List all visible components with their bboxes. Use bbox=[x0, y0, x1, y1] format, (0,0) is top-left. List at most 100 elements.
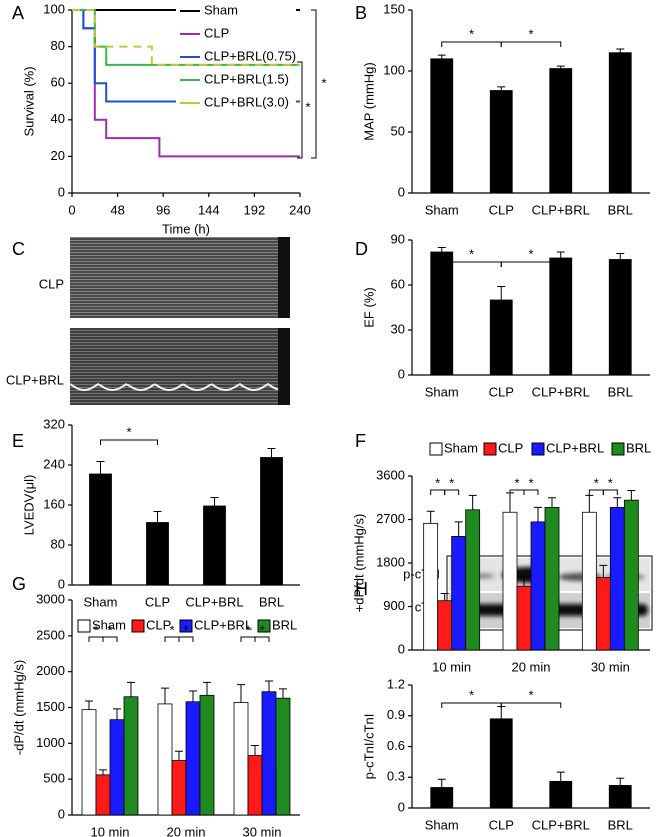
y-tick-label: 0 bbox=[398, 184, 405, 199]
y-tick-label: 60 bbox=[51, 75, 65, 90]
x-tick-label: 240 bbox=[289, 202, 311, 217]
x-tick-label: Sham bbox=[425, 817, 459, 832]
y-tick-label: 1000 bbox=[36, 735, 65, 750]
significance-bracket bbox=[602, 489, 618, 495]
x-tick-label: 30 min bbox=[242, 824, 281, 837]
bar bbox=[109, 719, 125, 816]
y-tick-label: 2000 bbox=[36, 663, 65, 678]
panel-letter: C bbox=[12, 239, 25, 259]
legend-bg bbox=[176, 49, 296, 65]
legend-label: CLP+BRL bbox=[546, 440, 604, 455]
x-tick-label: Sham bbox=[425, 384, 459, 399]
panel-letter: E bbox=[12, 431, 24, 451]
bar bbox=[623, 499, 639, 651]
y-tick-label: 100 bbox=[383, 62, 405, 77]
significance-bracket bbox=[523, 489, 539, 495]
error-bar bbox=[265, 680, 273, 692]
significance-bracket bbox=[500, 702, 562, 708]
x-tick-label: 10 min bbox=[90, 824, 129, 837]
bar bbox=[549, 257, 573, 376]
error-bar bbox=[161, 687, 169, 704]
x-tick-label: CLP+BRL bbox=[532, 202, 590, 217]
y-tick-label: 150 bbox=[383, 1, 405, 16]
y-tick-label: 80 bbox=[51, 536, 65, 551]
y-tick-label: 0.9 bbox=[387, 707, 405, 722]
error-bar bbox=[210, 497, 219, 506]
bar bbox=[233, 702, 249, 816]
error-bar bbox=[534, 506, 542, 522]
significance-bracket bbox=[240, 636, 256, 642]
error-bar bbox=[96, 461, 105, 474]
significance-star: * bbox=[449, 475, 454, 490]
bar bbox=[608, 52, 632, 194]
significance-star: * bbox=[245, 622, 250, 637]
error-bar bbox=[237, 684, 245, 703]
panel-letter: A bbox=[12, 3, 24, 23]
panel-letter: G bbox=[12, 574, 26, 594]
y-tick-label: 2700 bbox=[376, 511, 405, 526]
y-tick-label: 0 bbox=[58, 806, 65, 821]
legend-label: BRL bbox=[626, 440, 651, 455]
x-tick-label: 96 bbox=[156, 202, 170, 217]
error-bar bbox=[506, 492, 514, 513]
bar bbox=[502, 511, 518, 651]
error-bar bbox=[99, 769, 107, 775]
y-axis-label: MAP (mmHg) bbox=[361, 62, 376, 140]
bar bbox=[261, 691, 277, 816]
bar bbox=[260, 457, 283, 586]
significance-bracket bbox=[311, 9, 317, 159]
y-tick-label: 900 bbox=[383, 598, 405, 613]
bar bbox=[608, 785, 632, 809]
y-tick-label: 40 bbox=[51, 111, 65, 126]
error-bar bbox=[267, 448, 276, 458]
x-tick-label: CLP bbox=[489, 817, 514, 832]
x-tick-label: BRL bbox=[608, 384, 633, 399]
bar bbox=[437, 600, 453, 651]
y-axis-label: -dP/dt (mmHg/s) bbox=[11, 660, 26, 755]
legend-swatch bbox=[429, 442, 443, 456]
error-bar bbox=[468, 494, 477, 510]
x-tick-label: 30 min bbox=[591, 659, 630, 674]
error-bar bbox=[127, 681, 135, 697]
y-axis-label: p-cTnI/cTnI bbox=[361, 714, 376, 780]
significance-star: * bbox=[321, 75, 326, 90]
legend-label: CLP+BRL bbox=[194, 617, 252, 632]
bar bbox=[247, 755, 263, 816]
bar bbox=[275, 697, 291, 816]
bar bbox=[423, 522, 439, 651]
legend-label: Sham bbox=[204, 2, 238, 17]
panel-letter: D bbox=[355, 239, 368, 259]
y-tick-label: 500 bbox=[43, 771, 65, 786]
significance-star: * bbox=[126, 424, 131, 439]
panel-letter: F bbox=[355, 431, 366, 451]
legend-swatch bbox=[611, 442, 625, 456]
echo-label: CLP+BRL bbox=[6, 372, 64, 387]
significance-star: * bbox=[469, 687, 474, 702]
bar bbox=[430, 58, 454, 194]
x-tick-label: CLP bbox=[489, 384, 514, 399]
error-bar bbox=[437, 54, 446, 59]
error-bar bbox=[279, 688, 287, 699]
bar bbox=[489, 90, 513, 194]
bar bbox=[609, 507, 625, 651]
bar bbox=[608, 259, 632, 376]
bar bbox=[199, 694, 215, 816]
error-bar bbox=[497, 86, 506, 91]
bar bbox=[489, 718, 513, 809]
y-tick-label: 3000 bbox=[36, 591, 65, 606]
y-tick-label: 1500 bbox=[36, 699, 65, 714]
error-bar bbox=[599, 564, 608, 578]
bar bbox=[89, 473, 112, 586]
y-tick-label: 0 bbox=[58, 184, 65, 199]
significance-star: * bbox=[169, 622, 174, 637]
error-bar bbox=[616, 48, 625, 53]
error-bar bbox=[613, 497, 622, 508]
echo-image bbox=[70, 328, 290, 405]
echo-image bbox=[70, 237, 290, 318]
error-bar bbox=[497, 706, 506, 719]
panel-letter: H bbox=[355, 579, 368, 599]
error-bar bbox=[251, 744, 259, 756]
legend-swatch bbox=[257, 619, 271, 633]
x-tick-label: 10 min bbox=[432, 659, 471, 674]
